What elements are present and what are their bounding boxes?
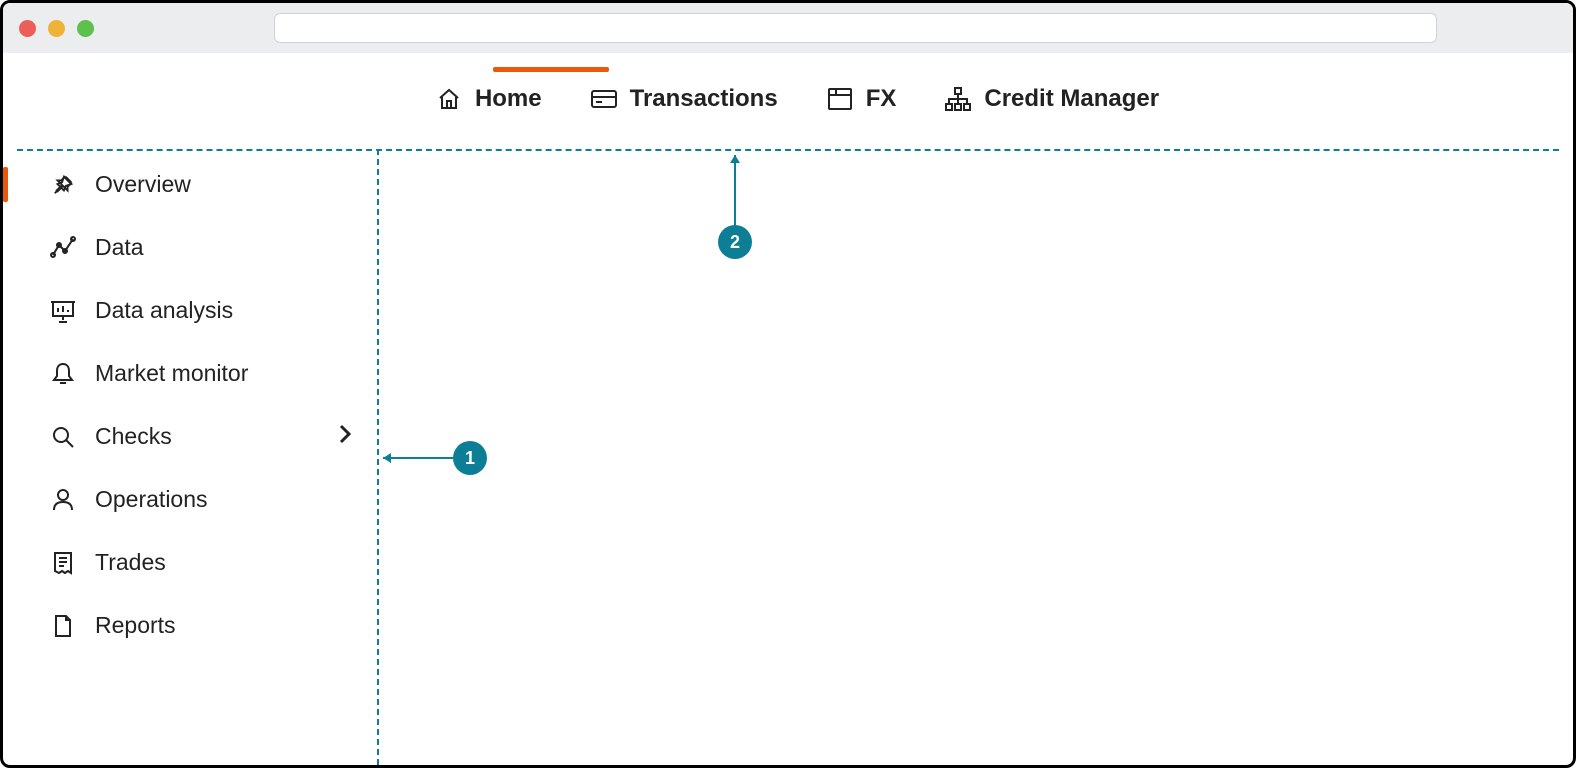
- tab-credit-manager[interactable]: Credit Manager: [946, 85, 1159, 113]
- app-window: Home Transactions FX Credit Manager: [0, 0, 1576, 768]
- receipt-icon: [51, 551, 75, 575]
- tab-label: Transactions: [630, 85, 778, 113]
- tab-fx[interactable]: FX: [828, 85, 897, 113]
- sidebar-item-data-analysis[interactable]: Data analysis: [17, 279, 375, 342]
- user-icon: [51, 488, 75, 512]
- window-icon: [828, 87, 852, 111]
- tab-label: Credit Manager: [984, 85, 1159, 113]
- sidebar-item-label: Data: [95, 234, 144, 261]
- bell-icon: [51, 362, 75, 386]
- presentation-icon: [51, 299, 75, 323]
- sidebar-item-market-monitor[interactable]: Market monitor: [17, 342, 375, 405]
- tab-home[interactable]: Home: [437, 85, 542, 113]
- callout-badge-1: 1: [453, 441, 487, 475]
- pin-icon: [51, 173, 75, 197]
- sidebar-item-data[interactable]: Data: [17, 216, 375, 279]
- callout-badge-2: 2: [718, 225, 752, 259]
- sidebar-item-label: Checks: [95, 423, 172, 450]
- sidebar-item-label: Data analysis: [95, 297, 233, 324]
- sidebar-item-overview[interactable]: Overview: [17, 153, 375, 216]
- chevron-right-icon: [339, 423, 351, 450]
- minimize-window-button[interactable]: [48, 20, 65, 37]
- traffic-lights: [19, 20, 94, 37]
- sidebar-item-label: Trades: [95, 549, 166, 576]
- sidebar-item-checks[interactable]: Checks: [17, 405, 375, 468]
- sidebar-item-operations[interactable]: Operations: [17, 468, 375, 531]
- sitemap-icon: [946, 87, 970, 111]
- tab-label: Home: [475, 85, 542, 113]
- sidebar-item-label: Overview: [95, 171, 191, 198]
- sidebar-item-trades[interactable]: Trades: [17, 531, 375, 594]
- file-icon: [51, 614, 75, 638]
- annotation-horizontal-divider: [17, 149, 1559, 151]
- tab-transactions[interactable]: Transactions: [592, 85, 778, 113]
- callout-2: 2: [718, 151, 752, 259]
- sidebar-item-label: Market monitor: [95, 360, 248, 387]
- close-window-button[interactable]: [19, 20, 36, 37]
- titlebar: [3, 3, 1573, 53]
- callout-label: 1: [465, 448, 475, 469]
- address-bar[interactable]: [274, 13, 1437, 43]
- sidebar-item-label: Reports: [95, 612, 176, 639]
- callout-label: 2: [730, 232, 740, 253]
- active-tab-indicator: [493, 67, 609, 72]
- chart-icon: [51, 236, 75, 260]
- maximize-window-button[interactable]: [77, 20, 94, 37]
- sidebar-item-reports[interactable]: Reports: [17, 594, 375, 657]
- home-icon: [437, 87, 461, 111]
- card-icon: [592, 87, 616, 111]
- sidebar-item-label: Operations: [95, 486, 208, 513]
- sidebar: Overview Data Data analysis Market monit…: [17, 153, 375, 765]
- tab-label: FX: [866, 85, 897, 113]
- search-icon: [51, 425, 75, 449]
- callout-1: 1: [379, 441, 487, 475]
- top-navigation: Home Transactions FX Credit Manager: [3, 53, 1573, 145]
